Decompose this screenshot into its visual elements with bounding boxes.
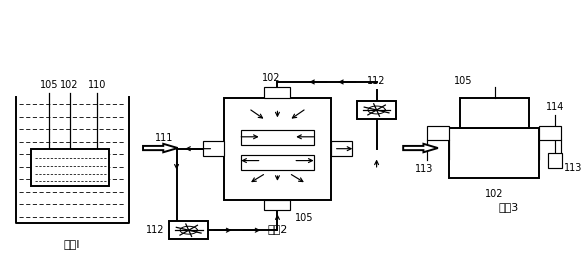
- Bar: [427, 125, 450, 140]
- Bar: [264, 199, 291, 210]
- Bar: [331, 142, 352, 156]
- Text: 102: 102: [262, 73, 281, 83]
- Bar: [548, 153, 562, 168]
- Text: 步骤3: 步骤3: [498, 202, 519, 213]
- Text: 114: 114: [546, 102, 565, 112]
- Polygon shape: [143, 144, 178, 152]
- Text: 113: 113: [416, 164, 434, 174]
- Text: 110: 110: [87, 80, 106, 90]
- Text: 105: 105: [454, 76, 472, 86]
- Text: 113: 113: [564, 163, 582, 172]
- Bar: [203, 142, 224, 156]
- Bar: [357, 101, 396, 119]
- Text: 步骤2: 步骤2: [267, 224, 288, 234]
- Bar: [539, 125, 561, 140]
- Text: 112: 112: [367, 76, 386, 87]
- Text: 112: 112: [146, 225, 164, 235]
- Text: 步骤I: 步骤I: [64, 239, 80, 249]
- Polygon shape: [403, 144, 438, 152]
- Text: 105: 105: [39, 80, 58, 90]
- Bar: [224, 98, 331, 199]
- Text: 102: 102: [60, 80, 79, 90]
- Bar: [241, 129, 313, 146]
- Bar: [241, 155, 313, 171]
- Text: 111: 111: [156, 133, 174, 143]
- Bar: [169, 221, 208, 239]
- Bar: [264, 87, 291, 98]
- Bar: [460, 98, 529, 128]
- Bar: [32, 149, 110, 186]
- Bar: [450, 128, 539, 178]
- Text: 105: 105: [295, 213, 313, 223]
- Text: 102: 102: [485, 189, 504, 199]
